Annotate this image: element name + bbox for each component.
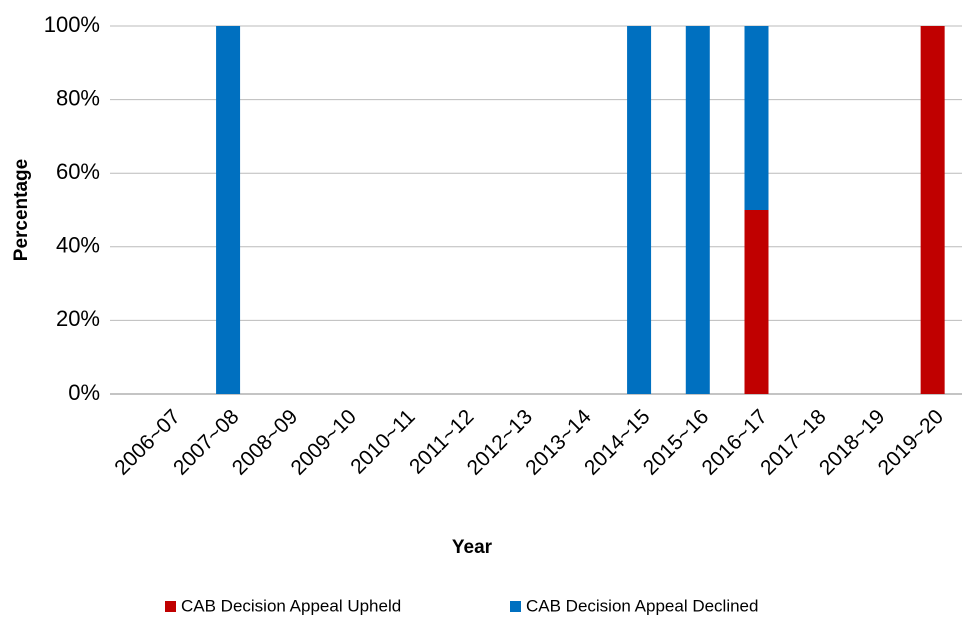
legend-label: CAB Decision Appeal Declined <box>526 596 758 615</box>
y-tick-label: 40% <box>56 233 100 258</box>
y-tick-label: 100% <box>44 12 100 37</box>
y-tick-label: 0% <box>68 380 100 405</box>
x-tick-label: 2009~10 <box>286 405 360 479</box>
x-axis-title: Year <box>452 537 493 558</box>
bar-segment <box>744 26 769 210</box>
bar-segment <box>744 210 769 394</box>
bar-segment <box>627 26 652 394</box>
bar-segment <box>920 26 945 394</box>
x-tick-label: 2019~20 <box>874 405 948 479</box>
y-tick-label: 60% <box>56 159 100 184</box>
legend-swatch <box>510 601 521 612</box>
legend-label: CAB Decision Appeal Upheld <box>181 596 401 615</box>
x-tick-label: 2010~11 <box>346 405 419 478</box>
y-tick-label: 20% <box>56 306 100 331</box>
bar-segment <box>685 26 710 394</box>
bar-segment <box>216 26 241 394</box>
y-axis-title: Percentage <box>11 159 32 261</box>
legend-swatch <box>165 601 176 612</box>
y-tick-label: 80% <box>56 85 100 110</box>
